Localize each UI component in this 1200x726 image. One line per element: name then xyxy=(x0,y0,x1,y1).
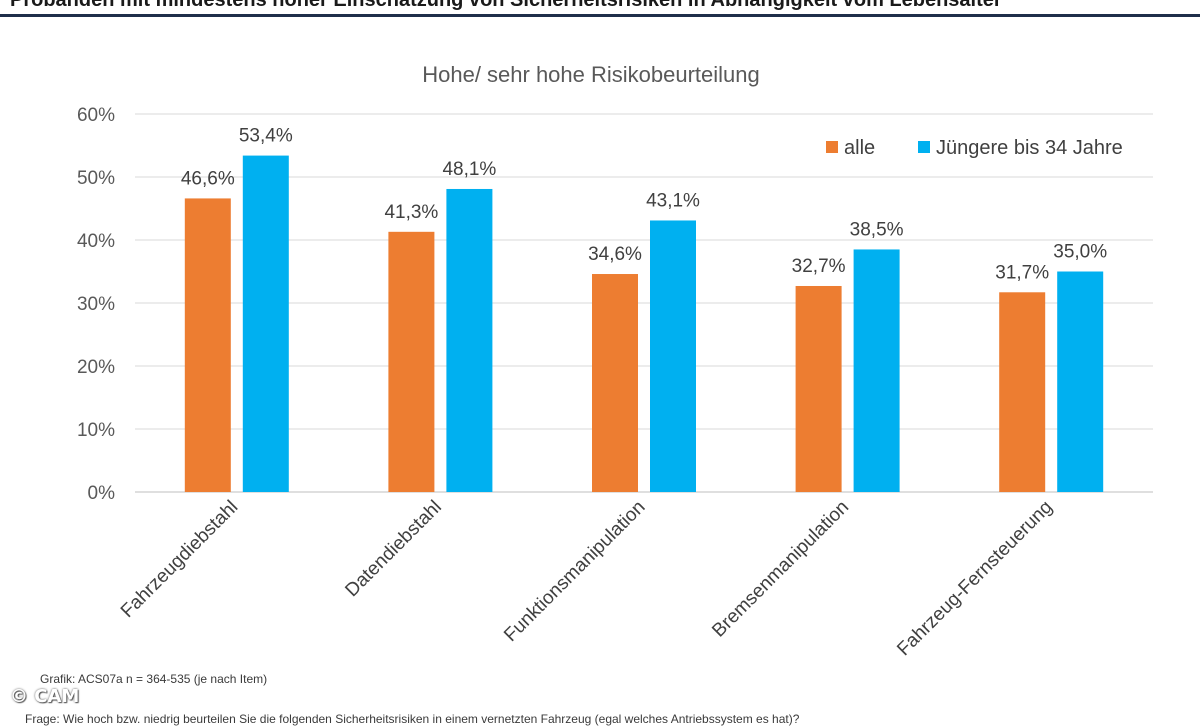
x-tick-label: Funktionsmanipulation xyxy=(500,497,649,646)
y-tick-label: 60% xyxy=(77,105,115,126)
bar-alle-4 xyxy=(999,292,1046,492)
data-labels: 46,6%53,4% 41,3% 48,1% 34,6% 43,1% 32,7%38,5%… xyxy=(181,126,1107,284)
x-tick-label: Datendiebstahl xyxy=(341,497,445,601)
y-tick-label: 20% xyxy=(77,357,115,378)
data-label: 31,7% xyxy=(995,262,1049,283)
x-tick-label: Bremsenmanipulation xyxy=(708,497,853,642)
bar-juengere-4 xyxy=(1057,271,1104,492)
bar-juengere-3 xyxy=(853,249,900,492)
legend-label: alle xyxy=(844,137,875,159)
legend-swatch xyxy=(918,141,930,153)
bar-juengere-2 xyxy=(650,220,696,492)
chart-title: Hohe/ sehr hohe Risikobeurteilung xyxy=(422,62,760,87)
legend-swatch xyxy=(826,141,838,153)
header-divider xyxy=(0,14,1200,17)
bar-alle-0 xyxy=(184,198,231,493)
legend-label: Jüngere bis 34 Jahre xyxy=(936,137,1123,159)
y-tick-label: 10% xyxy=(77,420,115,441)
data-label: 48,1% xyxy=(442,159,496,180)
bar-alle-2 xyxy=(592,274,638,492)
data-label: 53,4% xyxy=(239,126,293,147)
y-axis: 0% 10% 20% 30% 40% 50% 60% xyxy=(77,105,115,504)
data-label: 46,6% xyxy=(181,168,235,189)
x-tick-label: Fahrzeugdiebstahl xyxy=(117,497,242,622)
bars xyxy=(184,155,1104,493)
y-tick-label: 0% xyxy=(88,483,116,504)
data-label: 41,3% xyxy=(384,202,438,223)
data-label: 32,7% xyxy=(792,256,846,277)
copyright-watermark: © CAM xyxy=(10,686,80,707)
data-label: 35,0% xyxy=(1053,242,1107,263)
legend: alle Jüngere bis 34 Jahre xyxy=(826,137,1123,159)
y-tick-label: 40% xyxy=(77,231,115,252)
x-tick-label: Fahrzeug-Fernsteuerung xyxy=(893,497,1056,660)
data-label: 38,5% xyxy=(850,219,904,240)
page-title: Probanden mit mindestens hoher Einschätz… xyxy=(10,0,1002,11)
question-note: Frage: Wie hoch bzw. niedrig beurteilen … xyxy=(25,712,800,726)
bar-alle-1 xyxy=(388,231,435,492)
gridlines xyxy=(135,113,1153,493)
y-tick-label: 50% xyxy=(77,168,115,189)
x-axis: Fahrzeugdiebstahl Datendiebstahl Funktions… xyxy=(117,497,1057,660)
bar-alle-3 xyxy=(795,285,842,492)
bar-juengere-0 xyxy=(242,155,289,492)
data-label: 43,1% xyxy=(646,190,700,211)
source-note: Grafik: ACS07a n = 364-535 (je nach Item… xyxy=(40,672,268,686)
data-label: 34,6% xyxy=(588,244,642,265)
bar-juengere-1 xyxy=(446,188,493,492)
y-tick-label: 30% xyxy=(77,294,115,315)
